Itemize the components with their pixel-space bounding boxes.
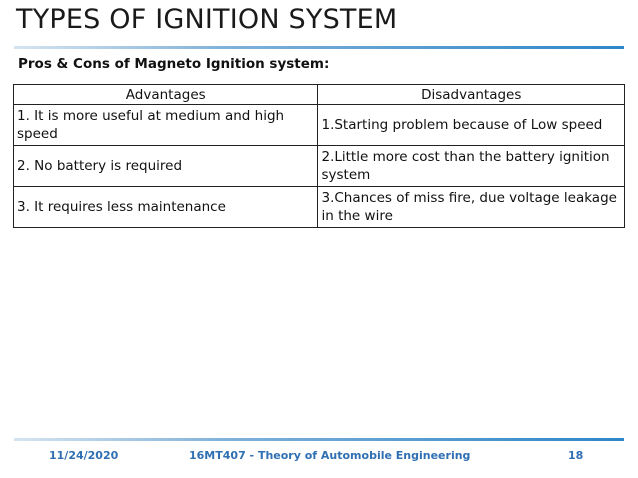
header-disadvantages: Disadvantages: [317, 84, 625, 105]
table-row: 2. No battery is required 2.Little more …: [12, 145, 625, 187]
pros-cons-table: Advantages Disadvantages 1. It is more u…: [12, 84, 625, 228]
advantage-cell: 1. It is more useful at medium and high …: [12, 104, 319, 146]
table-header-row: Advantages Disadvantages: [12, 84, 625, 105]
footer-course: 16MT407 - Theory of Automobile Engineeri…: [189, 449, 471, 462]
page-number: 18: [568, 449, 584, 462]
title-divider: [14, 46, 624, 49]
slide-subtitle: Pros & Cons of Magneto Ignition system:: [18, 56, 330, 72]
footer-date: 11/24/2020: [49, 449, 119, 462]
table-row: 3. It requires less maintenance 3.Chance…: [12, 186, 625, 228]
table-row: 1. It is more useful at medium and high …: [12, 104, 625, 146]
disadvantage-cell: 3.Chances of miss fire, due voltage leak…: [317, 186, 625, 228]
disadvantage-cell: 1.Starting problem because of Low speed: [317, 104, 625, 146]
advantage-cell: 2. No battery is required: [12, 145, 319, 187]
header-advantages: Advantages: [12, 84, 319, 105]
slide-title: TYPES OF IGNITION SYSTEM: [16, 4, 398, 35]
disadvantage-cell: 2.Little more cost than the battery igni…: [317, 145, 625, 187]
footer-divider: [14, 438, 624, 441]
advantage-cell: 3. It requires less maintenance: [12, 186, 319, 228]
